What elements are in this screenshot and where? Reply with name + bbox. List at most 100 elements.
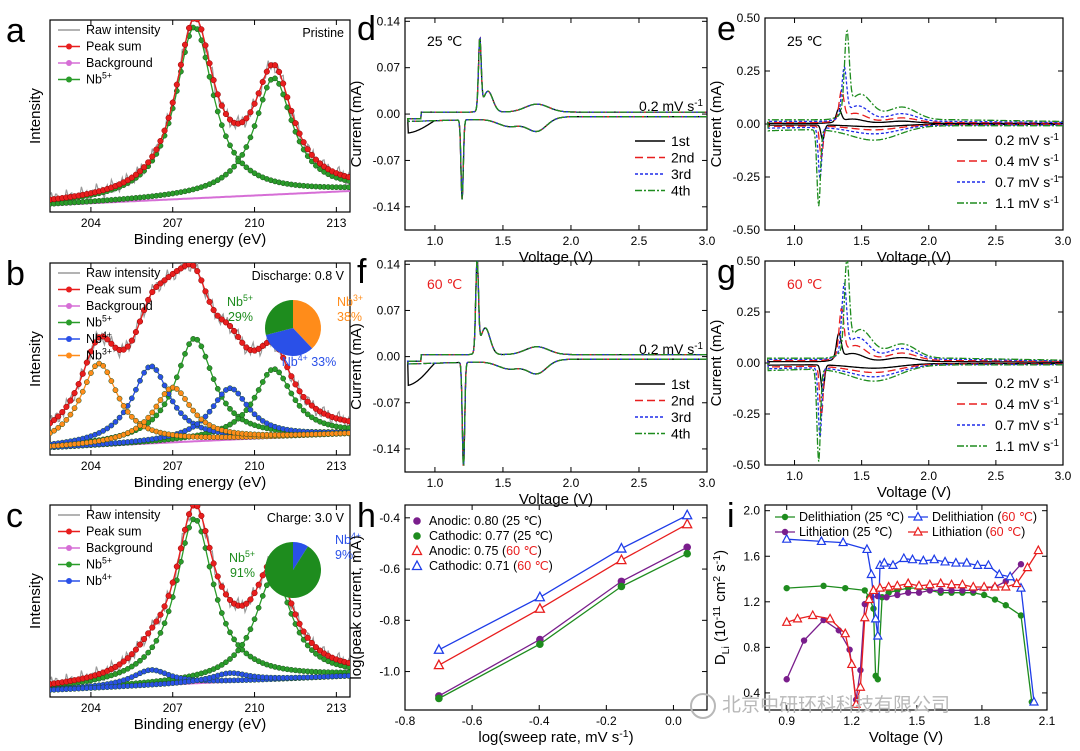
peak-sum-point <box>165 592 172 599</box>
data-point <box>980 591 988 599</box>
panel-e: 1.0 1.5 2.0 2.5 3.0 0.50 0.25 0.00 -0.25 -0.50 Vol… <box>708 10 1072 266</box>
fit-line <box>438 514 688 651</box>
legend-label: Background <box>86 541 153 555</box>
peak-sum-point <box>161 127 168 134</box>
temperature-annotation: 25 ℃ <box>787 33 822 49</box>
legend-label: 0.2 mV s-1 <box>995 375 1059 391</box>
peak-sum-point <box>300 393 307 401</box>
legend-label: Peak sum <box>86 283 142 297</box>
x-axis-label: Voltage (V) <box>519 491 593 508</box>
component-point <box>83 379 90 385</box>
legend-marker <box>913 511 923 521</box>
x-tick-label: 204 <box>81 216 101 230</box>
peak-sum-point <box>231 327 238 335</box>
y-tick-label: -0.14 <box>373 442 401 456</box>
component-point <box>231 410 237 417</box>
component-point <box>218 174 225 181</box>
y-tick-label: -0.4 <box>379 511 400 525</box>
series-line <box>786 585 1033 703</box>
cv-curve <box>406 36 707 200</box>
x-tick-label: 3.0 <box>699 234 716 248</box>
component-point <box>104 369 111 376</box>
peak-sum-point <box>104 336 111 343</box>
peak-sum-point <box>304 146 311 153</box>
peak-sum-point <box>235 333 242 340</box>
legend-label: Peak sum <box>86 40 142 54</box>
component-point <box>235 158 242 165</box>
component-point <box>214 597 221 603</box>
data-point <box>615 542 628 553</box>
annotation: Charge: 3.0 V <box>267 511 345 525</box>
peak-sum-point <box>239 119 246 126</box>
peak-sum-point <box>132 328 139 336</box>
component-point <box>108 422 115 429</box>
data-point <box>683 543 692 552</box>
y-tick-label: -0.25 <box>733 407 761 421</box>
panel-c: 204 207 210 213 Binding energy (eV) Intensity… <box>6 497 361 733</box>
x-tick-label: 1.5 <box>495 234 512 248</box>
data-point <box>898 552 909 563</box>
component-point <box>239 641 246 648</box>
component-point <box>186 341 192 347</box>
data-point <box>989 581 1000 591</box>
component-point <box>116 414 123 421</box>
pie-percent: 29% <box>228 310 253 324</box>
peak-sum-point <box>214 573 221 580</box>
x-tick-label: 3.0 <box>699 476 716 490</box>
component-point <box>243 144 250 150</box>
data-point <box>935 577 946 588</box>
peak-sum-point <box>108 340 115 347</box>
component-point <box>157 397 164 403</box>
data-point <box>435 694 443 703</box>
y-tick-label: 0.8 <box>743 640 760 654</box>
data-point <box>1005 570 1016 581</box>
data-point <box>957 578 968 589</box>
peak-sum-point <box>153 146 160 153</box>
panel-d: 1.0 1.5 2.0 2.5 3.0 0.14 0.07 0.00 -0.07 -0.14 Vol… <box>348 10 716 266</box>
x-tick-label: 1.2 <box>843 714 860 728</box>
y-tick-label: -0.50 <box>733 458 761 472</box>
x-tick-label: 213 <box>326 216 346 230</box>
component-point <box>218 610 225 616</box>
x-axis-label: log(sweep rate, mV s-1) <box>478 728 633 746</box>
component-point <box>247 406 254 413</box>
peak-sum-point <box>312 644 319 651</box>
component-point <box>214 108 221 115</box>
data-point <box>991 596 999 603</box>
peak-sum-point <box>124 343 131 350</box>
data-point <box>534 590 546 602</box>
temperature-annotation: 60 ℃ <box>787 276 822 292</box>
cv-curve <box>406 261 707 466</box>
pie-label: Nb4+ <box>335 531 361 547</box>
peak-sum-point <box>345 174 350 181</box>
panel-label: h <box>357 497 376 535</box>
component-point <box>71 405 78 412</box>
legend-label: Nb4+ <box>86 572 112 588</box>
pie-label: Nb3+ <box>337 293 363 309</box>
data-point <box>842 584 849 592</box>
peak-sum-point <box>173 81 180 88</box>
y-tick-label: -0.50 <box>733 223 761 237</box>
peak-sum-point <box>190 20 196 22</box>
component-point <box>202 419 209 426</box>
temperature-annotation: 25 ℃ <box>427 33 462 49</box>
component-point <box>223 400 229 407</box>
component-point <box>178 390 184 397</box>
component-point <box>243 401 250 408</box>
legend-label: 1.1 mV s-1 <box>995 438 1059 454</box>
peak-sum-point <box>153 283 160 290</box>
legend-marker <box>781 513 789 521</box>
peak-sum-point <box>132 646 139 653</box>
x-axis-label: Binding energy (eV) <box>134 474 267 491</box>
peak-sum-point <box>255 345 262 352</box>
cv-curve <box>406 36 707 200</box>
data-point <box>915 589 923 596</box>
x-tick-label: 207 <box>163 216 183 230</box>
peak-sum-point <box>194 268 201 275</box>
component-point <box>313 650 319 657</box>
component-point <box>227 168 233 174</box>
x-tick-label: 2.5 <box>631 234 648 248</box>
panel-g: 1.0 1.5 2.0 2.5 3.0 0.50 0.25 0.00 -0.25 -0.50 Vol… <box>708 253 1072 501</box>
y-axis-label: Current (mA) <box>348 323 365 410</box>
component-point <box>153 403 160 410</box>
